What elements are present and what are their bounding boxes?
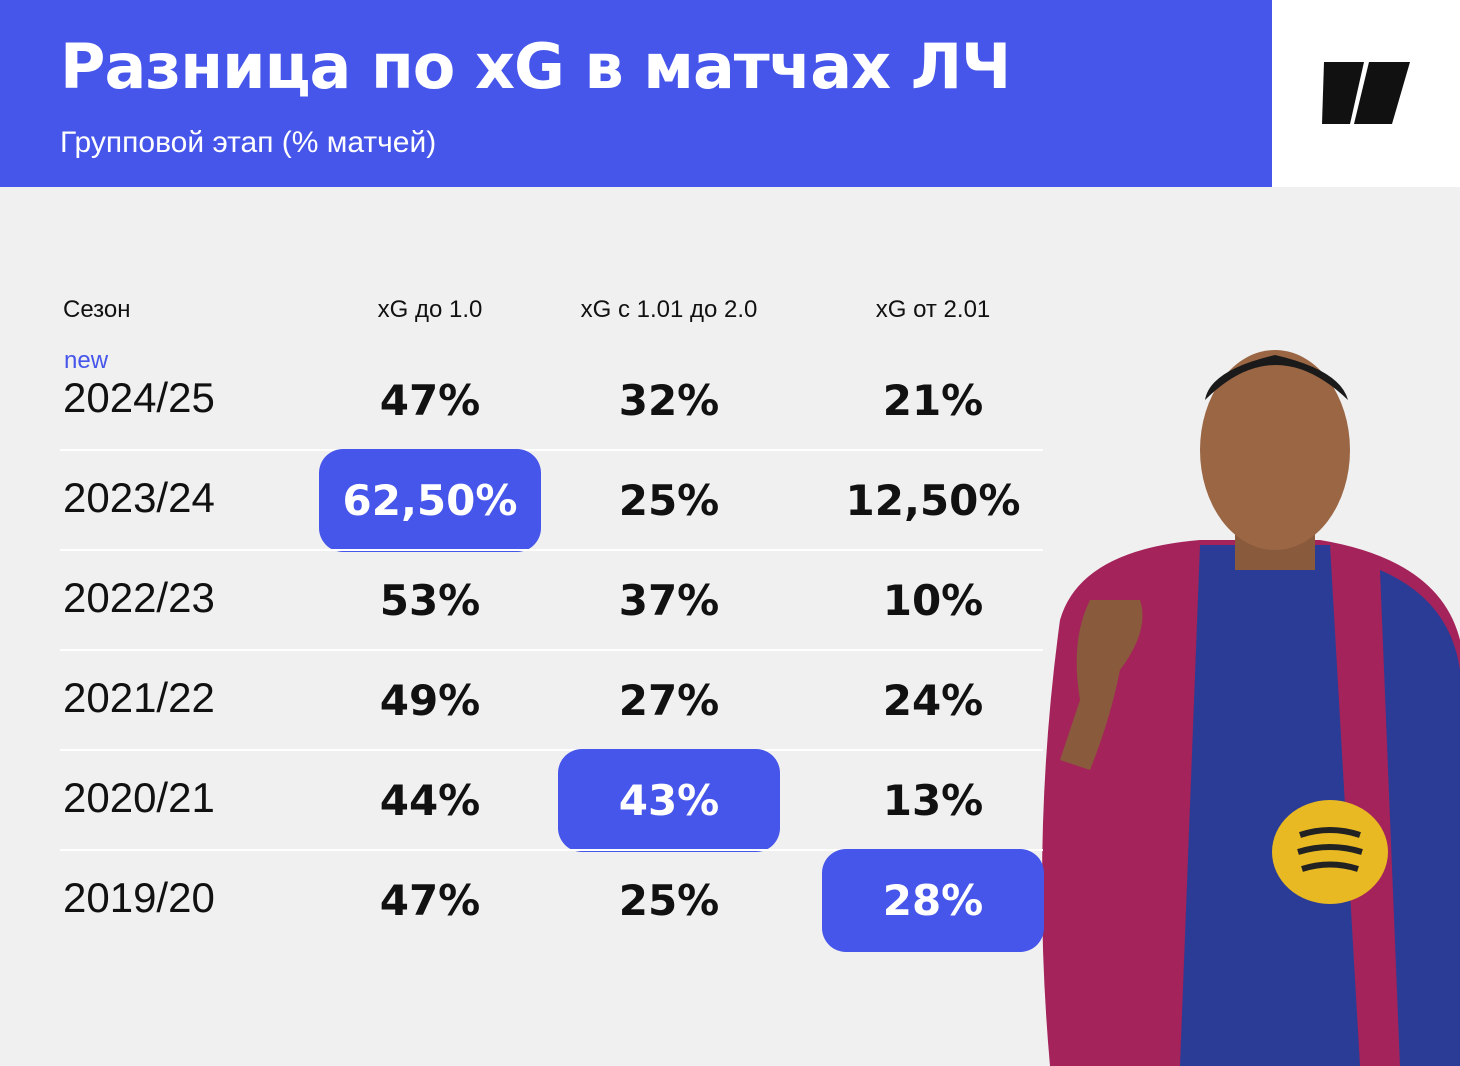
logo-mark — [1322, 62, 1410, 124]
season-label: 2024/25 — [63, 374, 215, 421]
column-header: Сезон — [63, 296, 131, 323]
player-photo — [1042, 350, 1460, 1066]
cell: 49% — [379, 676, 481, 725]
cell: 47% — [379, 376, 481, 425]
cell: 25% — [618, 876, 720, 925]
cell: 32% — [618, 376, 720, 425]
logo — [1272, 0, 1460, 187]
season-label: 2019/20 — [63, 874, 215, 921]
cell: 10% — [882, 576, 984, 625]
row-separator — [60, 849, 1043, 851]
season-label: 2023/24 — [63, 474, 215, 521]
table: Сезон xG до 1.0 xG с 1.01 до 2.0 xG от 2.01… — [60, 296, 1044, 952]
row-separator — [60, 749, 1043, 751]
column-header: xG до 1.0 — [377, 296, 483, 323]
cell: 53% — [379, 576, 481, 625]
column-header: xG с 1.01 до 2.0 — [580, 296, 758, 323]
highlighted-cell: 28% — [822, 849, 1044, 952]
subtitle: Групповой этап (% матчей) — [60, 126, 437, 159]
row-separator — [60, 449, 1043, 451]
highlighted-cell: 43% — [558, 749, 780, 852]
season-label: 2021/22 — [63, 674, 215, 721]
column-header: xG от 2.01 — [875, 296, 991, 323]
cell: 47% — [379, 876, 481, 925]
cell: 21% — [882, 376, 984, 425]
highlighted-cell: 62,50% — [319, 449, 541, 552]
cell: 13% — [882, 776, 984, 825]
cell: 12,50% — [845, 476, 1021, 525]
row-separator — [60, 549, 1043, 551]
cell: 44% — [379, 776, 481, 825]
cell: 37% — [618, 576, 720, 625]
title: Разница по xG в матчах ЛЧ — [60, 30, 1011, 103]
cell: 27% — [618, 676, 720, 725]
new-tag: new — [64, 347, 109, 374]
header-band: Разница по xG в матчах ЛЧ Групповой этап… — [0, 0, 1272, 187]
cell: 24% — [882, 676, 984, 725]
cell: 25% — [618, 476, 720, 525]
season-label: 2020/21 — [63, 774, 215, 821]
season-label: 2022/23 — [63, 574, 215, 621]
row-separator — [60, 649, 1043, 651]
